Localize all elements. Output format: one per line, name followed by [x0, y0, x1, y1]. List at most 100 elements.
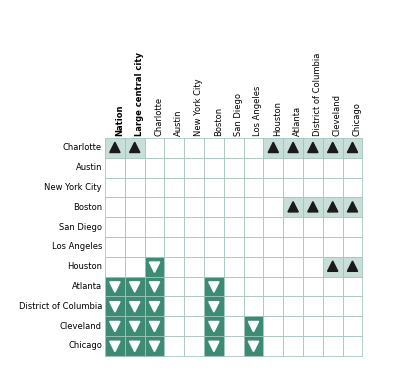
Bar — [323, 217, 343, 237]
Polygon shape — [209, 302, 219, 312]
Text: Houston: Houston — [273, 101, 282, 136]
Text: San Diego: San Diego — [234, 93, 243, 136]
Bar — [303, 217, 323, 237]
Bar — [125, 257, 145, 277]
Polygon shape — [328, 142, 338, 152]
Text: Cleveland: Cleveland — [333, 94, 342, 136]
Bar — [263, 257, 283, 277]
Bar — [263, 178, 283, 197]
Bar — [145, 237, 164, 257]
Bar — [164, 277, 184, 296]
Bar — [343, 257, 362, 277]
Text: District of Columbia: District of Columbia — [313, 53, 322, 136]
Polygon shape — [288, 202, 298, 212]
Bar — [303, 178, 323, 197]
Bar — [323, 178, 343, 197]
Bar — [125, 277, 145, 296]
Bar — [184, 178, 204, 197]
Bar — [125, 296, 145, 316]
Bar — [164, 197, 184, 217]
Bar — [105, 257, 125, 277]
Bar — [105, 138, 125, 158]
Bar — [263, 237, 283, 257]
Polygon shape — [129, 341, 140, 351]
Bar — [125, 138, 145, 158]
Bar — [343, 316, 362, 336]
Polygon shape — [328, 202, 338, 212]
Polygon shape — [249, 322, 259, 332]
Bar — [204, 158, 224, 178]
Text: Nation: Nation — [115, 105, 124, 136]
Bar — [244, 296, 263, 316]
Bar — [224, 197, 244, 217]
Bar — [303, 138, 323, 158]
Text: Los Angeles: Los Angeles — [254, 86, 262, 136]
Bar — [283, 296, 303, 316]
Bar — [224, 316, 244, 336]
Text: Atlanta: Atlanta — [293, 106, 302, 136]
Bar — [244, 257, 263, 277]
Bar — [303, 296, 323, 316]
Bar — [224, 178, 244, 197]
Polygon shape — [129, 302, 140, 312]
Bar — [244, 197, 263, 217]
Polygon shape — [149, 341, 160, 351]
Bar — [263, 138, 283, 158]
Bar — [343, 197, 362, 217]
Bar — [263, 277, 283, 296]
Text: District of Columbia: District of Columbia — [19, 302, 102, 311]
Polygon shape — [149, 302, 160, 312]
Bar — [184, 217, 204, 237]
Bar — [263, 158, 283, 178]
Bar — [323, 257, 343, 277]
Bar — [343, 237, 362, 257]
Polygon shape — [308, 202, 318, 212]
Bar — [323, 158, 343, 178]
Bar — [224, 336, 244, 356]
Bar — [283, 178, 303, 197]
Bar — [283, 277, 303, 296]
Bar — [323, 316, 343, 336]
Bar — [184, 257, 204, 277]
Bar — [125, 316, 145, 336]
Bar — [343, 296, 362, 316]
Bar — [283, 197, 303, 217]
Polygon shape — [129, 282, 140, 292]
Bar — [105, 158, 125, 178]
Bar — [125, 197, 145, 217]
Polygon shape — [288, 142, 298, 152]
Bar — [204, 296, 224, 316]
Bar — [303, 277, 323, 296]
Polygon shape — [110, 142, 120, 152]
Text: Austin: Austin — [75, 163, 102, 172]
Bar — [145, 277, 164, 296]
Text: Chicago: Chicago — [68, 342, 102, 350]
Bar — [343, 336, 362, 356]
Bar — [204, 257, 224, 277]
Bar — [244, 158, 263, 178]
Bar — [283, 237, 303, 257]
Polygon shape — [328, 261, 338, 271]
Bar — [204, 197, 224, 217]
Text: Large central city: Large central city — [135, 52, 144, 136]
Polygon shape — [110, 302, 120, 312]
Polygon shape — [110, 282, 120, 292]
Bar — [263, 296, 283, 316]
Bar — [244, 237, 263, 257]
Polygon shape — [249, 341, 259, 351]
Text: Austin: Austin — [174, 110, 183, 136]
Bar — [105, 217, 125, 237]
Bar — [323, 197, 343, 217]
Bar — [303, 237, 323, 257]
Polygon shape — [110, 322, 120, 332]
Bar — [164, 237, 184, 257]
Bar — [323, 138, 343, 158]
Text: New York City: New York City — [194, 78, 203, 136]
Bar — [164, 158, 184, 178]
Text: Charlotte: Charlotte — [63, 143, 102, 152]
Text: Houston: Houston — [67, 262, 102, 271]
Bar — [303, 257, 323, 277]
Bar — [323, 237, 343, 257]
Bar — [105, 296, 125, 316]
Bar — [204, 336, 224, 356]
